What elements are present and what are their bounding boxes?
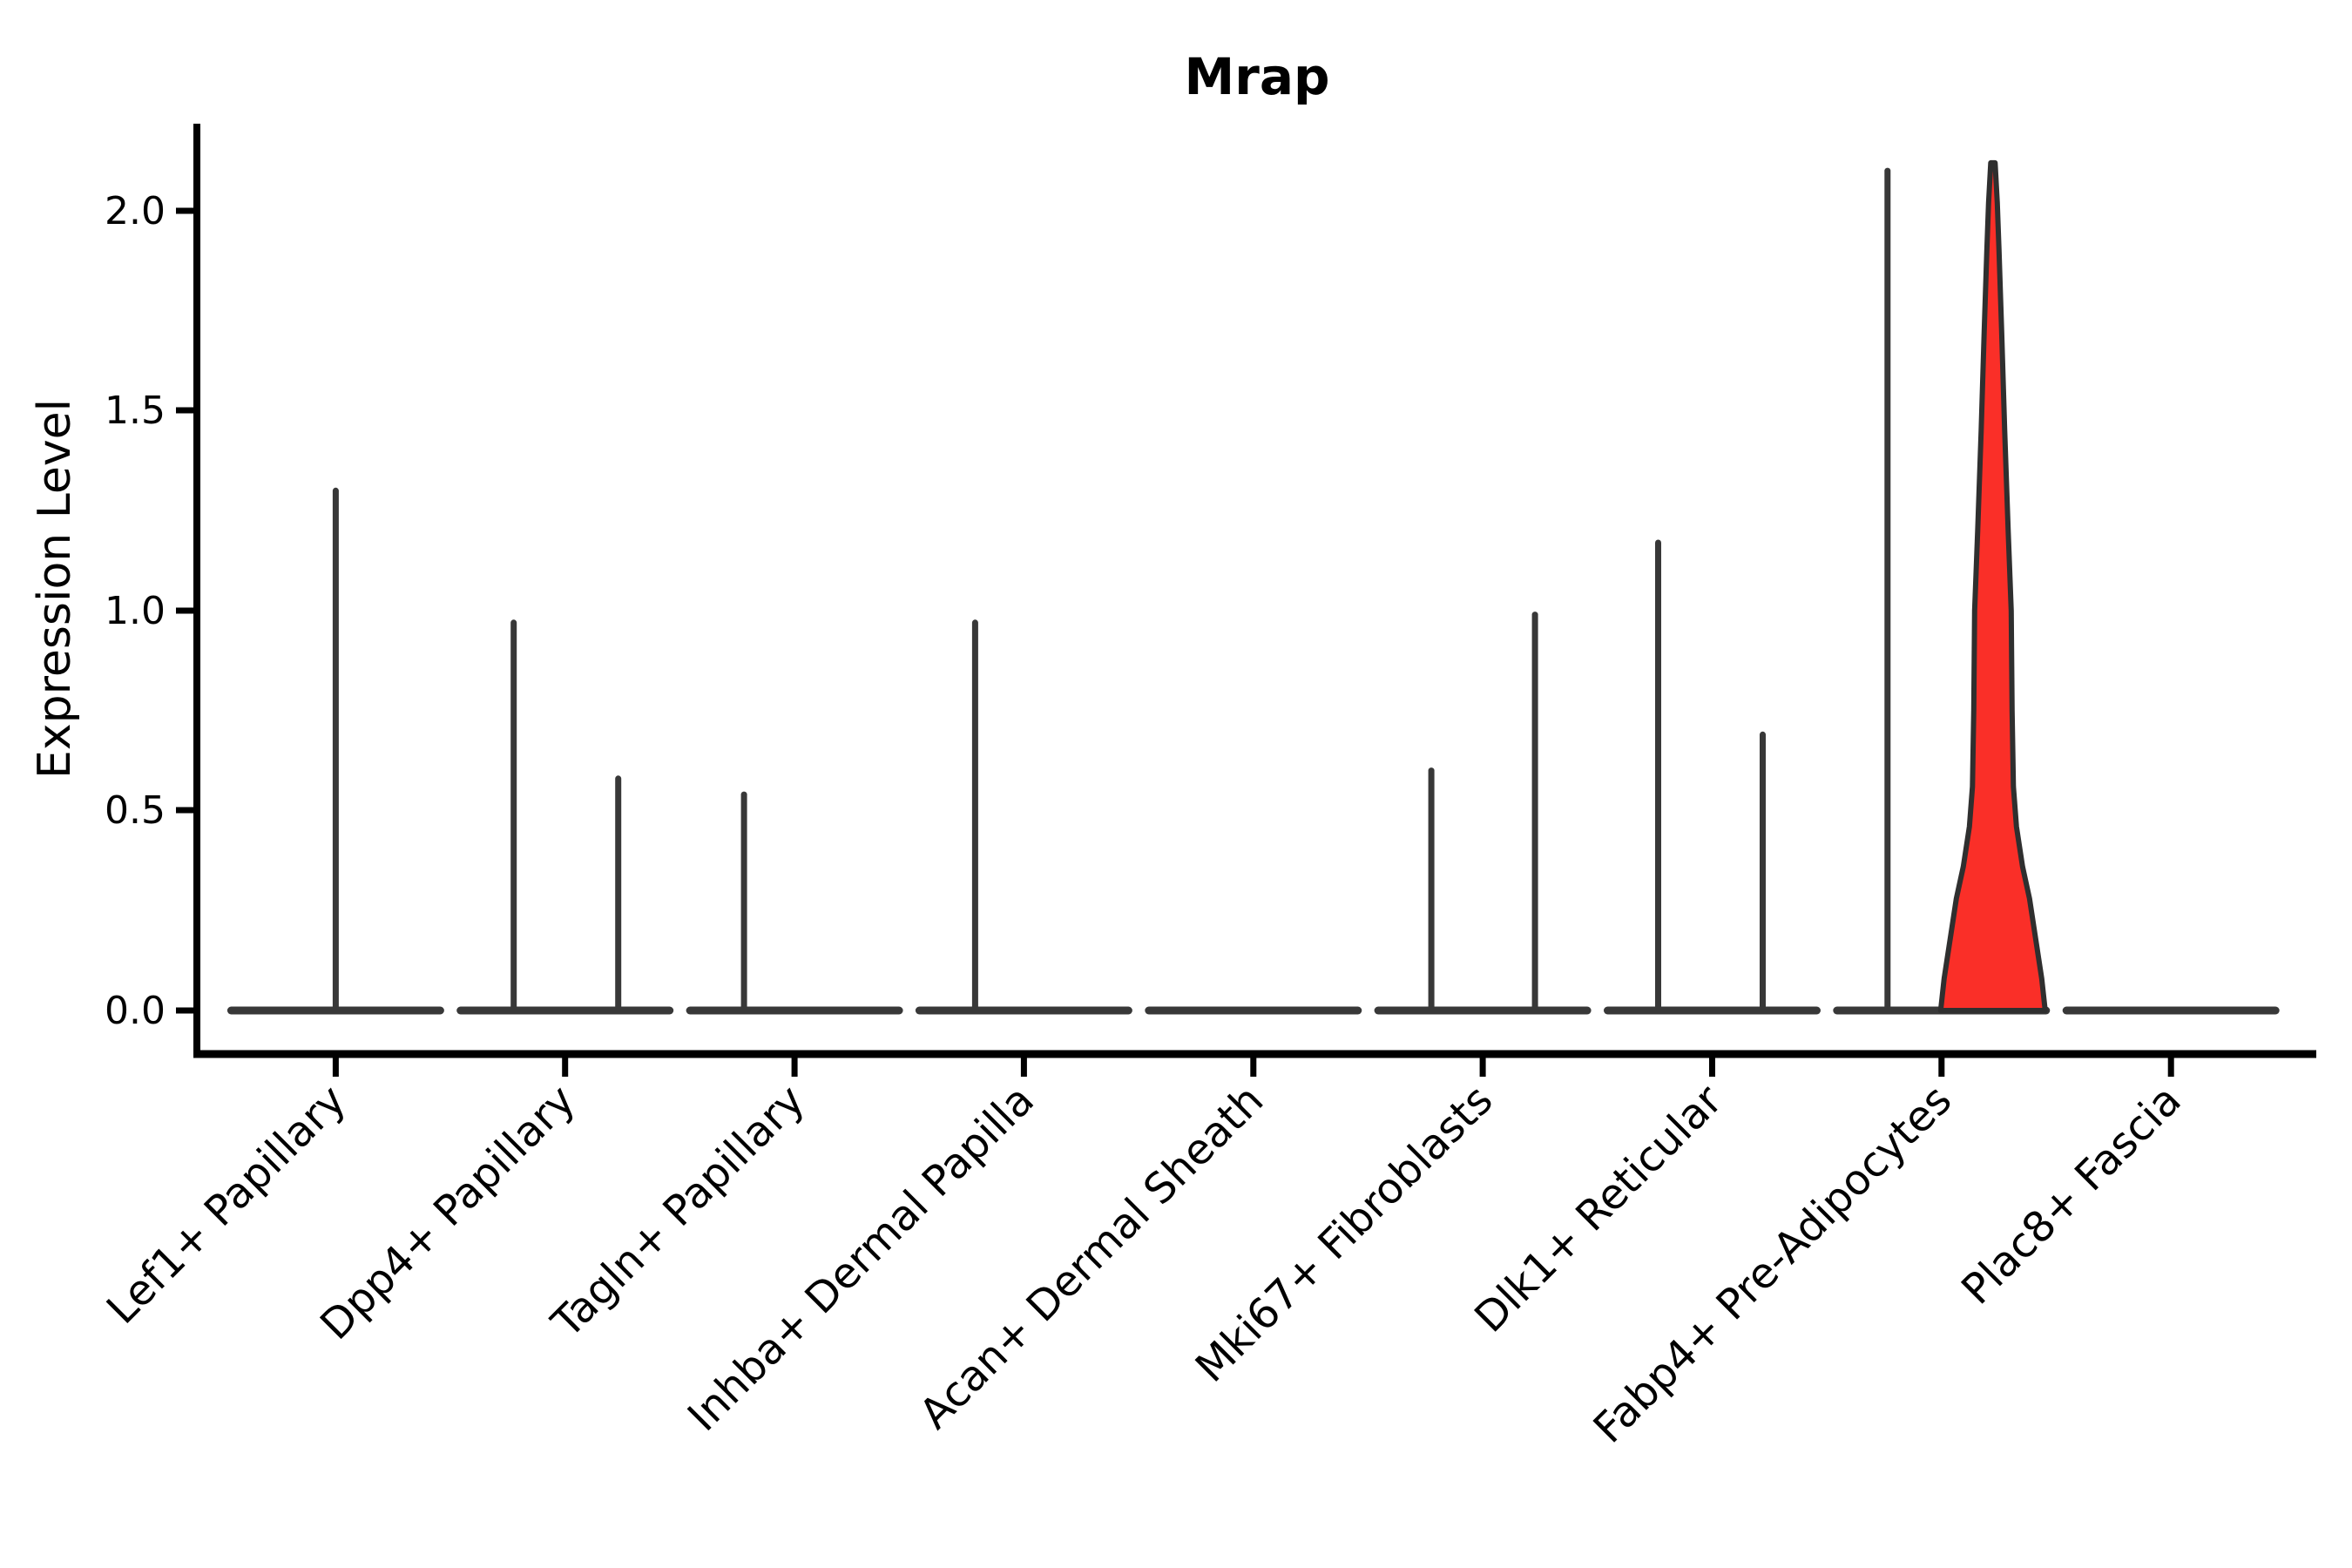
chart-title: Mrap <box>1185 47 1330 106</box>
x-tick-label: Dlk1+ Reticular <box>1465 1076 1732 1342</box>
y-tick-label: 0.5 <box>105 788 166 833</box>
y-tick-marks <box>176 207 197 1014</box>
y-tick-label: 0.0 <box>105 989 166 1033</box>
violin-marks <box>226 159 2280 1015</box>
x-tick-label: Dpp4+ Papillary <box>311 1076 585 1349</box>
y-tick-label: 1.0 <box>105 589 166 633</box>
x-tick-label: Tagln+ Papillary <box>542 1076 814 1348</box>
y-tick-labels: 0.0 0.5 1.0 1.5 2.0 <box>105 189 166 1033</box>
y-axis-title: Expression Level <box>29 399 81 779</box>
x-tick-label: Lef1+ Papillary <box>98 1076 355 1334</box>
x-tick-label: Plac8+ Fascia <box>1952 1076 2191 1315</box>
y-tick-label: 1.5 <box>105 389 166 433</box>
highlighted-violin <box>1937 159 2048 1013</box>
y-tick-label: 2.0 <box>105 189 166 233</box>
